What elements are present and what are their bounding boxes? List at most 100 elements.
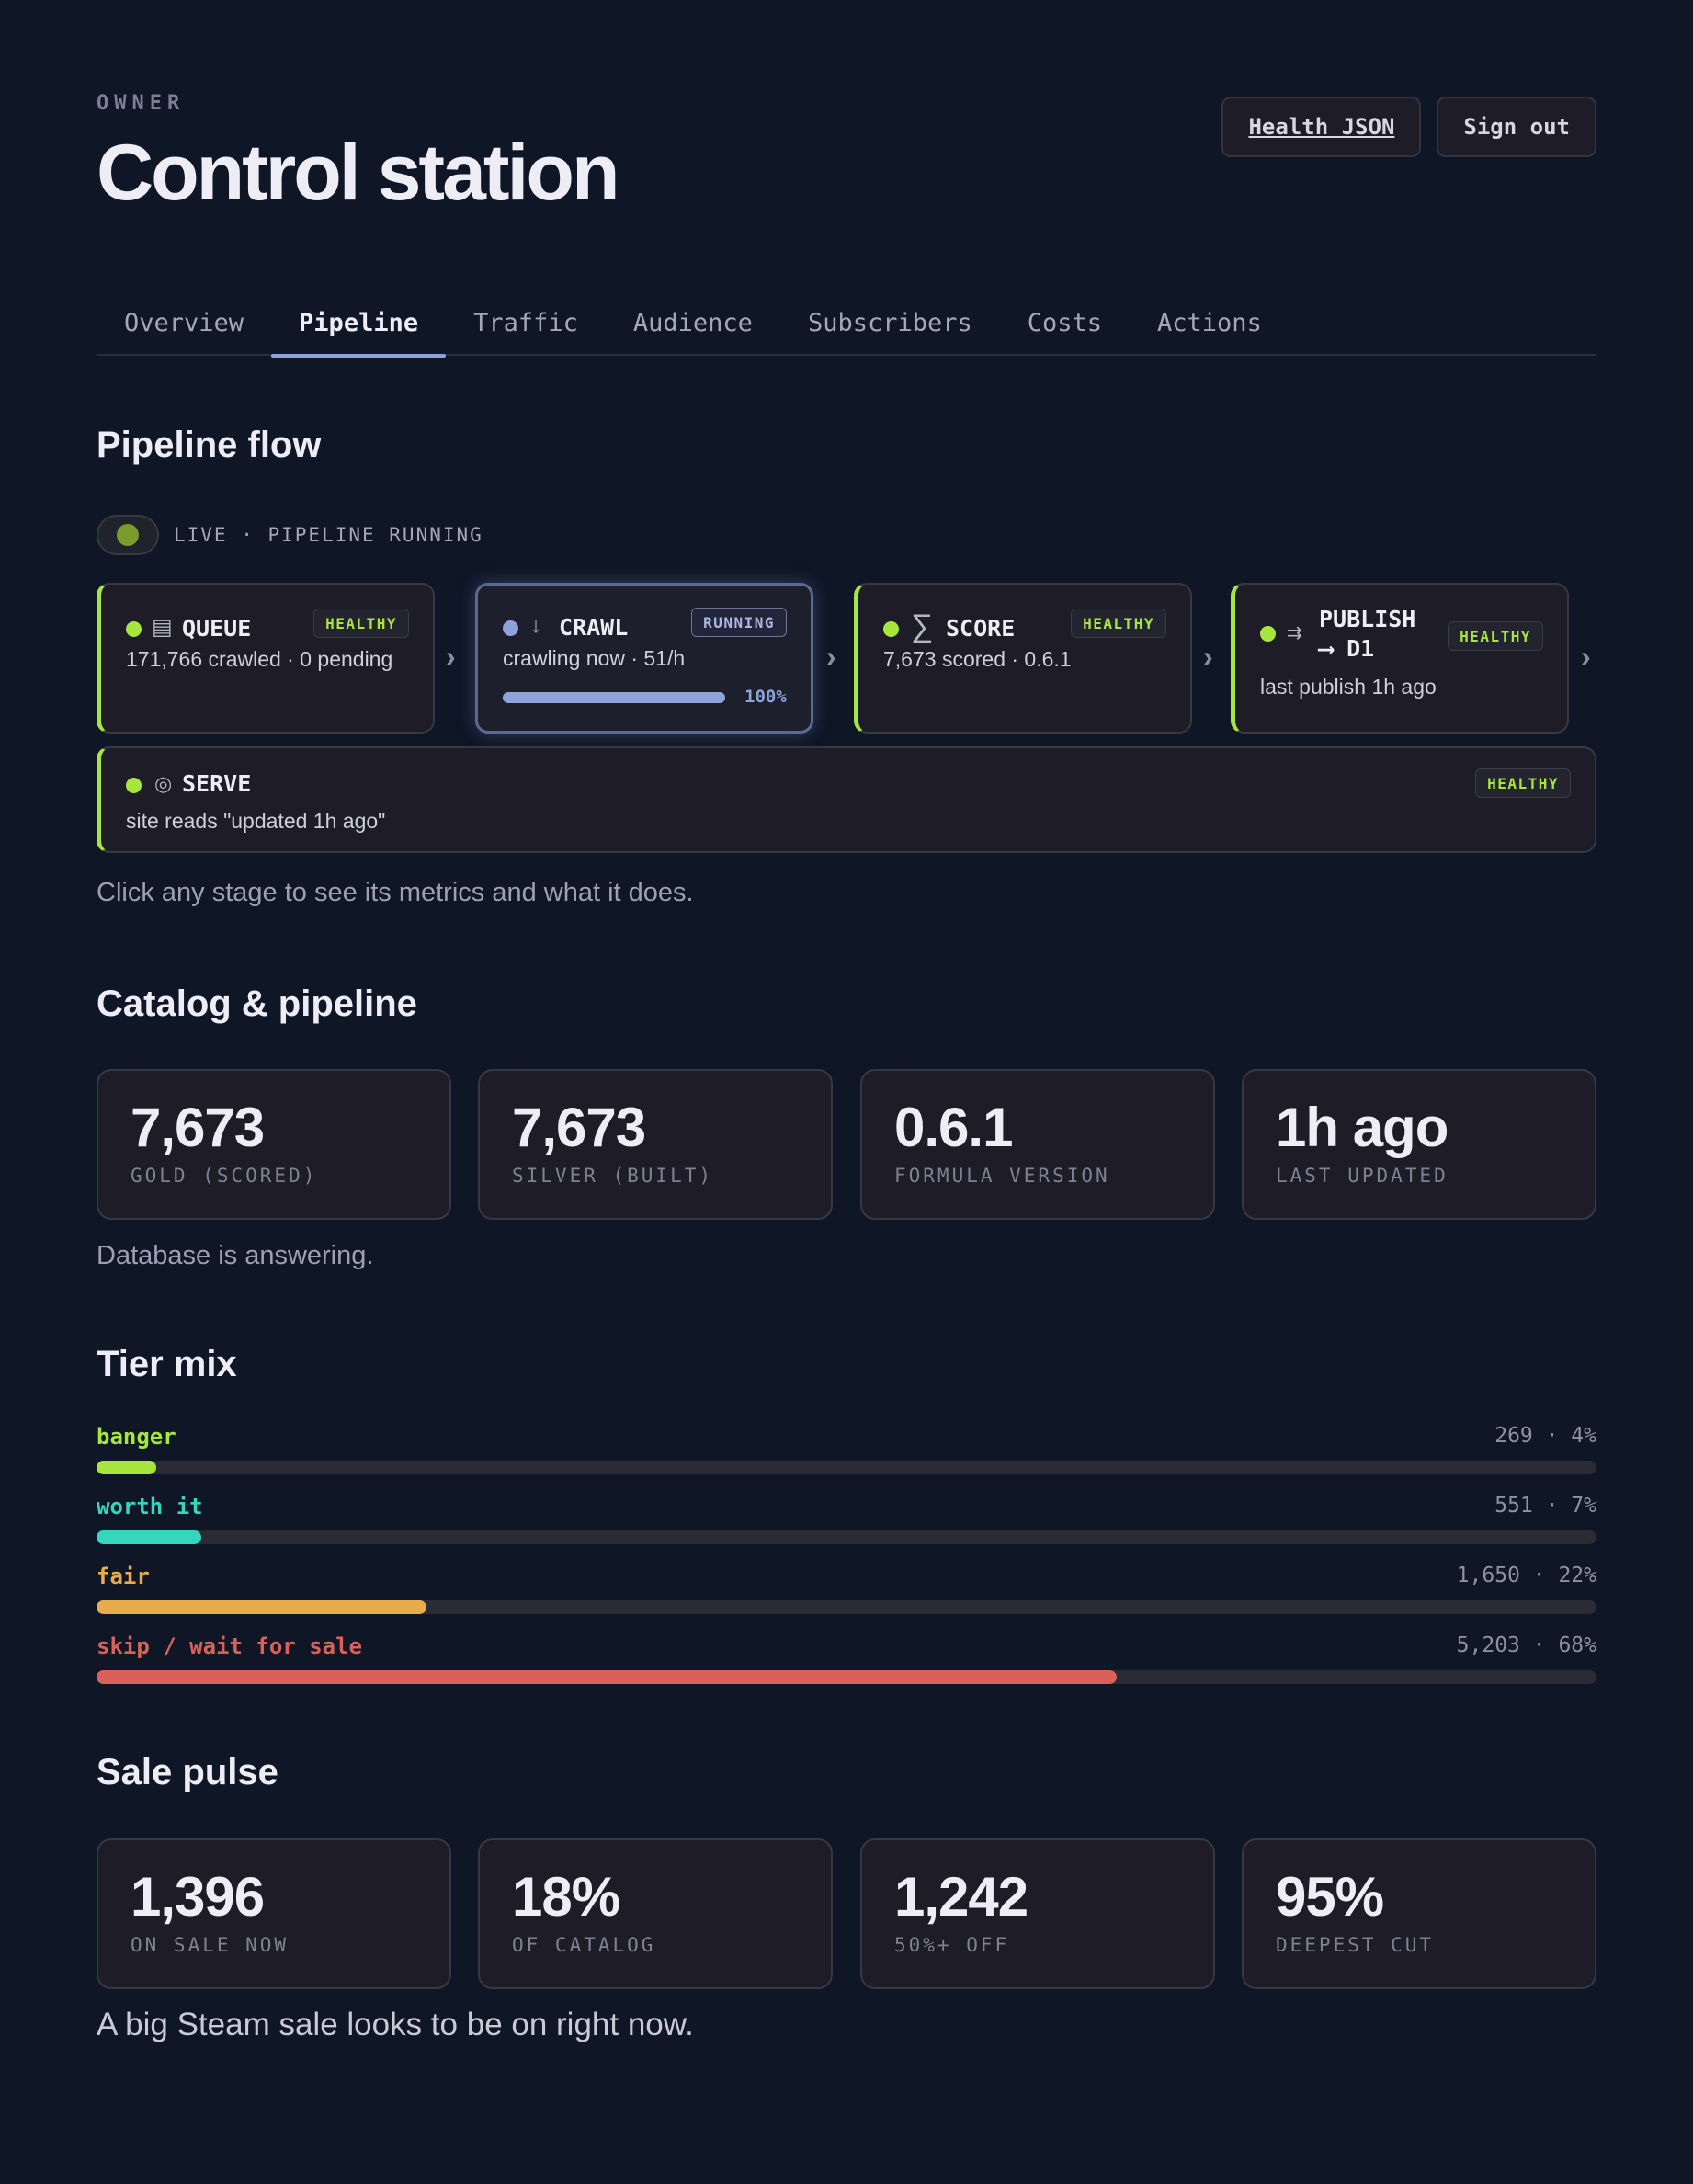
queue-icon: ▤ — [152, 615, 173, 640]
tier-bar-fill — [97, 1530, 202, 1544]
tier-mix-heading: Tier mix — [97, 1344, 237, 1384]
header: OWNER Control station Health JSON Sign o… — [97, 0, 1596, 358]
status-badge: RUNNING — [691, 608, 787, 637]
stat-label: 50%+ OFF — [894, 1934, 1010, 1956]
stage-name: QUEUE — [182, 615, 252, 642]
stat-value: 1,242 — [894, 1866, 1028, 1928]
stage-description: 7,673 scored · 0.6.1 — [883, 647, 1072, 671]
owner-eyebrow: OWNER — [97, 92, 186, 115]
stat-card-half-off: 1,242 50%+ OFF — [860, 1838, 1215, 1989]
tier-bar-fill — [97, 1600, 427, 1614]
stat-card-on-sale: 1,396 ON SALE NOW — [97, 1838, 451, 1989]
sigma-icon: ∑ — [911, 609, 934, 643]
page-title: Control station — [97, 129, 619, 217]
status-dot — [883, 621, 899, 637]
tier-bar-track — [97, 1461, 1596, 1474]
live-indicator-dot — [117, 524, 139, 546]
health-json-button[interactable]: Health JSON — [1221, 97, 1422, 157]
chevron-right-icon: › — [1581, 640, 1591, 673]
tier-bar-track — [97, 1530, 1596, 1544]
status-badge: HEALTHY — [1475, 768, 1571, 798]
sale-note: A big Steam sale looks to be on right no… — [97, 2007, 694, 2042]
stat-value: 1h ago — [1276, 1097, 1449, 1158]
chevron-right-icon: › — [826, 640, 836, 673]
stat-value: 18% — [512, 1866, 620, 1928]
sign-out-button[interactable]: Sign out — [1437, 97, 1596, 157]
tab-subscribers[interactable]: Subscribers — [807, 308, 972, 337]
tier-bar-fill — [97, 1461, 157, 1474]
stat-value: 7,673 — [131, 1097, 265, 1158]
database-status-note: Database is answering. — [97, 1241, 374, 1270]
header-actions: Health JSON Sign out — [1221, 97, 1596, 157]
stat-card-updated: 1h ago LAST UPDATED — [1242, 1069, 1596, 1220]
stage-score[interactable]: ∑ SCORE HEALTHY 7,673 scored · 0.6.1 — [854, 583, 1192, 734]
stage-name: PUBLISH ⟶ D1 — [1319, 605, 1415, 664]
status-dot — [126, 621, 142, 637]
tier-value: 551 · 7% — [1494, 1494, 1596, 1518]
tab-costs[interactable]: Costs — [1027, 308, 1103, 337]
tier-name: banger — [97, 1424, 176, 1450]
tier-row-fair: fair 1,650 · 22% — [97, 1564, 1596, 1628]
stage-queue[interactable]: ▤ QUEUE HEALTHY 171,766 crawled · 0 pend… — [97, 583, 435, 734]
stage-description: site reads "updated 1h ago" — [126, 809, 386, 833]
crawl-progress-bar — [503, 692, 725, 703]
stage-name-line: ⟶ D1 — [1319, 635, 1375, 662]
catalog-heading: Catalog & pipeline — [97, 984, 417, 1024]
tier-value: 269 · 4% — [1494, 1424, 1596, 1448]
tab-overview[interactable]: Overview — [124, 308, 244, 337]
tier-name: fair — [97, 1564, 150, 1589]
live-toggle[interactable] — [97, 515, 159, 555]
stage-crawl[interactable]: ↓ CRAWL RUNNING crawling now · 51/h 100% — [475, 583, 813, 734]
tier-row-worth-it: worth it 551 · 7% — [97, 1494, 1596, 1558]
live-label: LIVE · PIPELINE RUNNING — [174, 524, 483, 546]
stage-description: 171,766 crawled · 0 pending — [126, 647, 393, 671]
stage-name-line: PUBLISH — [1319, 606, 1416, 632]
pipeline-flow-heading: Pipeline flow — [97, 425, 322, 465]
stat-value: 95% — [1276, 1866, 1384, 1928]
target-icon: ◎ — [154, 772, 173, 795]
tab-bar: Overview Pipeline Traffic Audience Subsc… — [97, 290, 1596, 358]
tab-actions[interactable]: Actions — [1157, 308, 1262, 337]
stat-card-of-catalog: 18% OF CATALOG — [478, 1838, 833, 1989]
stat-card-formula: 0.6.1 FORMULA VERSION — [860, 1069, 1215, 1220]
chevron-right-icon: › — [446, 640, 456, 673]
tier-row-banger: banger 269 · 4% — [97, 1424, 1596, 1488]
chevron-right-icon: › — [1203, 640, 1213, 673]
sale-pulse-heading: Sale pulse — [97, 1752, 278, 1792]
tier-value: 5,203 · 68% — [1456, 1633, 1596, 1657]
tier-bar-track — [97, 1600, 1596, 1614]
stage-name: SERVE — [182, 770, 252, 797]
stage-name: SCORE — [946, 615, 1016, 642]
stage-description: crawling now · 51/h — [503, 646, 686, 670]
stat-card-silver: 7,673 SILVER (BUILT) — [478, 1069, 833, 1220]
status-badge: HEALTHY — [1071, 609, 1166, 638]
stage-serve[interactable]: ◎ SERVE HEALTHY site reads "updated 1h a… — [97, 746, 1596, 853]
tier-name: worth it — [97, 1494, 203, 1519]
stat-card-gold: 7,673 GOLD (SCORED) — [97, 1069, 451, 1220]
stage-description: last publish 1h ago — [1260, 675, 1437, 699]
tab-pipeline[interactable]: Pipeline — [271, 290, 447, 358]
status-dot — [126, 778, 142, 793]
stat-value: 7,673 — [512, 1097, 646, 1158]
tier-value: 1,650 · 22% — [1456, 1564, 1596, 1587]
status-dot — [503, 620, 518, 636]
stat-label: FORMULA VERSION — [894, 1165, 1110, 1187]
stat-label: SILVER (BUILT) — [512, 1165, 714, 1187]
tier-bar-fill — [97, 1670, 1117, 1684]
stat-label: LAST UPDATED — [1276, 1165, 1449, 1187]
status-dot — [1260, 626, 1276, 642]
pipeline-hint: Click any stage to see its metrics and w… — [97, 878, 694, 907]
stat-label: OF CATALOG — [512, 1934, 656, 1956]
live-status: LIVE · PIPELINE RUNNING — [97, 515, 483, 555]
tab-traffic[interactable]: Traffic — [473, 308, 578, 337]
status-badge: HEALTHY — [1448, 621, 1543, 651]
stage-publish[interactable]: ⇉ PUBLISH ⟶ D1 HEALTHY last publish 1h a… — [1231, 583, 1569, 734]
stat-value: 1,396 — [131, 1866, 265, 1928]
tab-audience[interactable]: Audience — [632, 308, 753, 337]
stage-name: CRAWL — [559, 614, 629, 641]
stat-value: 0.6.1 — [894, 1097, 1013, 1158]
status-badge: HEALTHY — [313, 609, 409, 638]
stat-label: GOLD (SCORED) — [131, 1165, 318, 1187]
stat-card-deepest-cut: 95% DEEPEST CUT — [1242, 1838, 1596, 1989]
